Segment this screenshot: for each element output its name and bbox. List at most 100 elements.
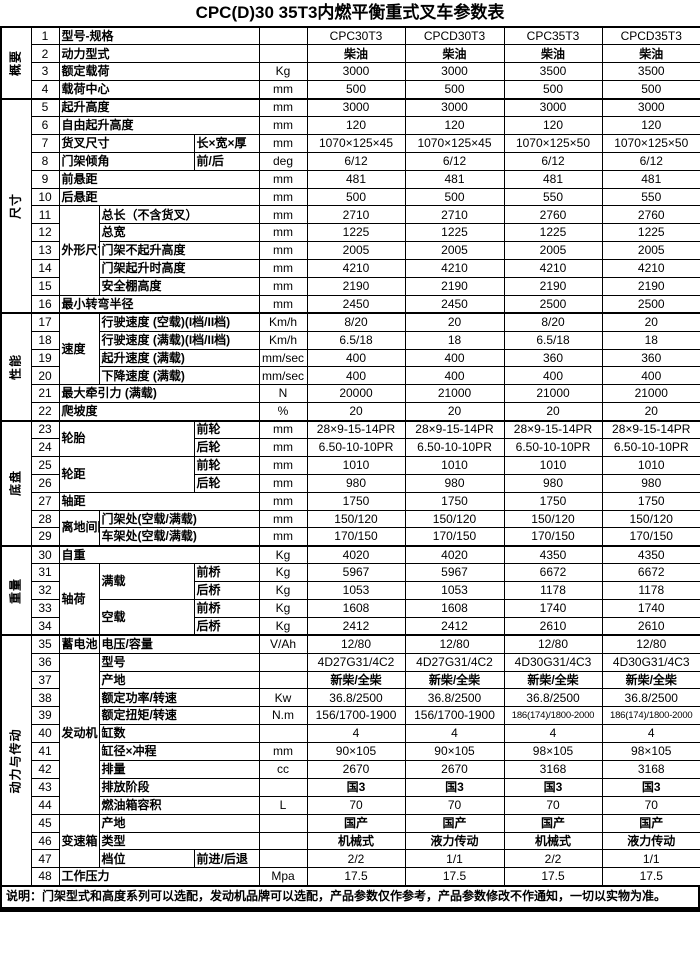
table-row: 44 燃油箱容积 L 70 70 70 70 (1, 795, 700, 815)
table-row: 47 档位 前进/后退 2/2 1/1 2/2 1/1 (1, 849, 700, 869)
value-cell: 150/120 (404, 509, 505, 529)
table-row: 46 类型 机械式 液力传动 机械式 液力传动 (1, 831, 700, 851)
unit-cell (258, 652, 308, 672)
row-number: 40 (30, 724, 60, 744)
param-label: 后悬距 (58, 187, 260, 207)
row-number: 45 (30, 813, 60, 833)
row-number: 44 (30, 795, 60, 815)
value-cell: 70 (306, 795, 406, 815)
param-label: 前悬距 (58, 169, 260, 189)
param-label: 后轮 (193, 437, 260, 457)
row-number: 32 (30, 581, 60, 600)
value-cell: 3168 (503, 760, 603, 779)
unit-cell: mm (258, 742, 308, 762)
footer-note: 说明：门架型式和高度系列可以选配，发动机品牌可以选配，产品参数仅作参考，产品参数… (0, 886, 700, 912)
value-cell: 6.50-10-10PR (503, 437, 603, 457)
value-cell: 170/150 (503, 527, 603, 547)
unit-cell: mm (258, 241, 308, 261)
param-label: 缸数 (98, 724, 260, 744)
unit-cell (258, 670, 308, 690)
value-cell: 170/150 (601, 527, 700, 547)
param-label: 下降速度 (满载) (98, 366, 260, 386)
value-cell: 400 (503, 366, 603, 386)
value-cell: 4210 (601, 259, 700, 278)
value-cell: 12/80 (503, 634, 603, 654)
value-cell: 20 (601, 312, 700, 332)
row-number: 29 (30, 527, 60, 547)
table-row: 2 动力型式 柴油 柴油 柴油 柴油 (1, 44, 700, 64)
param-label: 产地 (98, 813, 260, 833)
value-cell: 186(174)/1800-2000 (601, 706, 700, 726)
table-row: 尺寸 5 起升高度 mm 3000 3000 3000 3000 (0, 97, 700, 314)
table-row: 3 额定载荷 Kg 3000 3000 3500 3500 (1, 62, 700, 82)
value-cell: 3000 (404, 62, 505, 82)
param-label: 门架不起升高度 (98, 241, 260, 261)
unit-cell: Kg (258, 599, 308, 618)
row-number: 19 (30, 348, 60, 368)
unit-cell: mm (258, 187, 308, 207)
value-cell: 400 (601, 366, 700, 386)
value-cell: 2190 (404, 276, 505, 296)
unit-cell: Kg (258, 62, 308, 82)
value-cell: 186(174)/1800-2000 (503, 706, 603, 726)
unit-cell: mm (258, 527, 308, 547)
spec-table: 概要 1 型号-规格 CPC30T3 CPCD30T3 CPC35T3 CPCD35T3 2 动… (0, 26, 700, 887)
value-cell: 12/80 (404, 634, 505, 654)
value-cell: 3000 (404, 97, 505, 117)
unit-cell: Kg (258, 563, 308, 583)
row-number: 7 (30, 133, 60, 153)
value-cell: 5967 (404, 563, 505, 583)
value-cell: 360 (503, 348, 603, 368)
value-cell: 98×105 (601, 742, 700, 762)
value-cell: 1070×125×45 (306, 133, 406, 153)
value-cell: 1/1 (601, 849, 700, 869)
unit-cell: mm (258, 169, 308, 189)
value-cell: 柴油 (601, 44, 700, 64)
section-label-text: 尺寸 (8, 192, 23, 219)
value-cell: 6672 (601, 563, 700, 583)
param-label: 蓄电池 (58, 634, 100, 654)
unit-cell: mm (258, 259, 308, 278)
value-cell: 4350 (601, 544, 700, 565)
table-row: 20 下降速度 (满载) mm/sec 400 400 400 400 (1, 366, 700, 386)
value-cell: 400 (306, 366, 406, 386)
param-label: 空载 (98, 599, 195, 636)
row-number: 2 (30, 44, 60, 64)
spec-table-body: 概要 1 型号-规格 CPC30T3 CPCD30T3 CPC35T3 CPCD35T3 2 动… (0, 26, 700, 887)
param-label: 缸径×冲程 (98, 742, 260, 762)
table-row: 37 产地 新柴/全柴 新柴/全柴 新柴/全柴 新柴/全柴 (1, 670, 700, 690)
value-cell: 1010 (503, 455, 603, 475)
row-number: 14 (30, 259, 60, 278)
row-number: 27 (30, 491, 60, 511)
value-cell: 2610 (503, 616, 603, 636)
value-cell: 98×105 (503, 742, 603, 762)
value-cell: 6.5/18 (503, 330, 603, 350)
unit-cell: N (258, 384, 308, 404)
table-row: 15 安全棚高度 mm 2190 2190 2190 2190 (1, 276, 700, 296)
value-cell: 3168 (601, 760, 700, 779)
value-cell: 国产 (404, 813, 505, 833)
row-number: 26 (30, 473, 60, 493)
param-label: 后轮 (193, 473, 260, 493)
param-label: 门架倾角 (58, 151, 195, 171)
row-number: 36 (30, 652, 60, 672)
value-cell: 2450 (404, 294, 505, 314)
param-label: 前桥 (193, 599, 260, 618)
table-row: 43 排放阶段 国3 国3 国3 国3 (1, 777, 700, 797)
value-cell: 4020 (404, 544, 505, 565)
unit-cell: mm (258, 473, 308, 493)
table-row: 38 额定功率/转速 Kw 36.8/2500 36.8/2500 36.8/2500 36… (1, 688, 700, 708)
table-row: 28离地间隙门架处(空载/满载)mm150/120150/120150/1201… (1, 509, 700, 547)
table-row: 42 排量 cc 2670 2670 3168 3168 (1, 760, 700, 779)
table-row: 40 缸数 4 4 4 4 (1, 724, 700, 744)
row-number: 30 (30, 544, 60, 565)
param-label: 外形尺寸 (58, 205, 100, 296)
value-cell: 4 (404, 724, 505, 744)
value-cell: 3000 (503, 97, 603, 117)
value-cell: 6/12 (404, 151, 505, 171)
table-row: 底盘 23 轮胎 前轮 mm 28×9-15-14PR 28×9-15-14PR 28×9-1… (0, 419, 700, 547)
param-label: 变速箱 (58, 813, 100, 869)
param-label: 类型 (98, 831, 260, 851)
value-cell: 2005 (306, 241, 406, 261)
